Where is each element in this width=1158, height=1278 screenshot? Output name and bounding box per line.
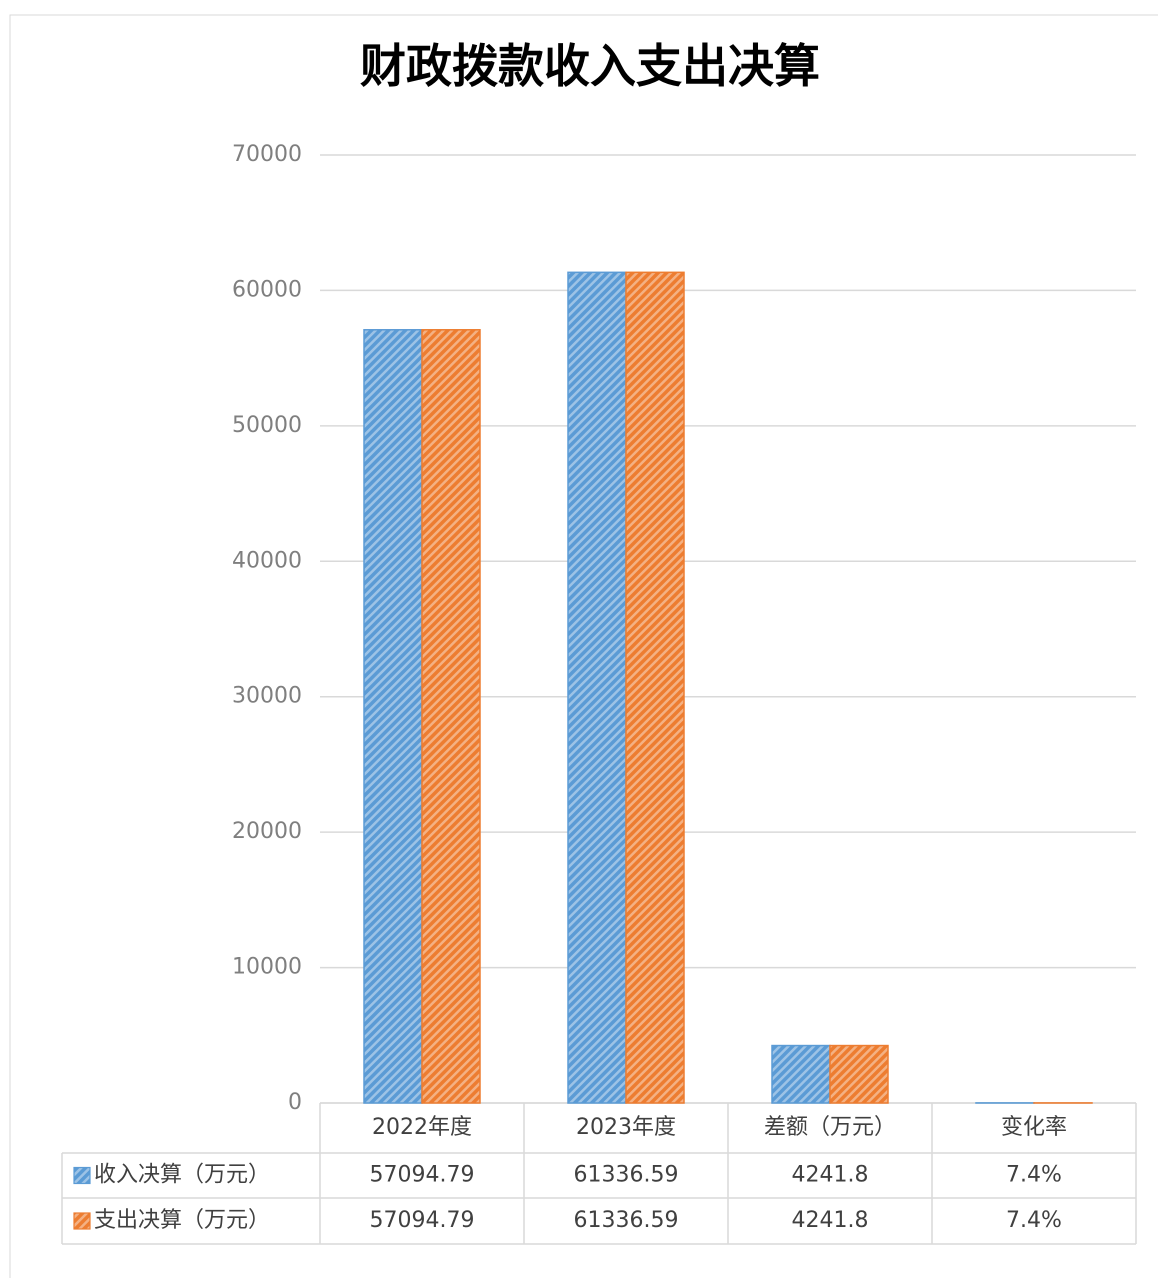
chart-title: 财政拨款收入支出决算 xyxy=(360,39,820,93)
y-tick-label: 10000 xyxy=(232,955,302,980)
y-tick-label: 30000 xyxy=(232,684,302,709)
y-tick-label: 0 xyxy=(288,1090,302,1115)
y-tick-label: 60000 xyxy=(232,277,302,302)
x-tick-label: 2022年度 xyxy=(372,1115,472,1140)
chart-border xyxy=(9,14,1158,1278)
table-cell: 61336.59 xyxy=(574,1163,679,1188)
legend-label: 支出决算（万元） xyxy=(94,1208,270,1233)
y-tick-label: 70000 xyxy=(232,142,302,167)
table-cell: 7.4% xyxy=(1006,1208,1062,1233)
y-tick-label: 40000 xyxy=(232,548,302,573)
bar xyxy=(829,1044,889,1104)
table-cell: 4241.8 xyxy=(792,1163,869,1188)
bar xyxy=(771,1044,831,1104)
bar xyxy=(421,329,481,1104)
bar xyxy=(625,271,685,1104)
bar xyxy=(363,329,423,1104)
table-cell: 57094.79 xyxy=(370,1163,475,1188)
table-cell: 7.4% xyxy=(1006,1163,1062,1188)
legend-label: 收入决算（万元） xyxy=(94,1163,270,1188)
x-tick-label: 2023年度 xyxy=(576,1115,676,1140)
table-cell: 57094.79 xyxy=(370,1208,475,1233)
table-cell: 4241.8 xyxy=(792,1208,869,1233)
legend-key xyxy=(73,1166,91,1185)
legend-key xyxy=(73,1212,91,1230)
y-tick-label: 20000 xyxy=(232,819,302,844)
y-tick-label: 50000 xyxy=(232,413,302,438)
table-cell: 61336.59 xyxy=(574,1208,679,1233)
x-tick-label: 差额（万元） xyxy=(764,1115,896,1140)
bar xyxy=(567,271,627,1104)
x-tick-label: 变化率 xyxy=(1001,1115,1067,1140)
